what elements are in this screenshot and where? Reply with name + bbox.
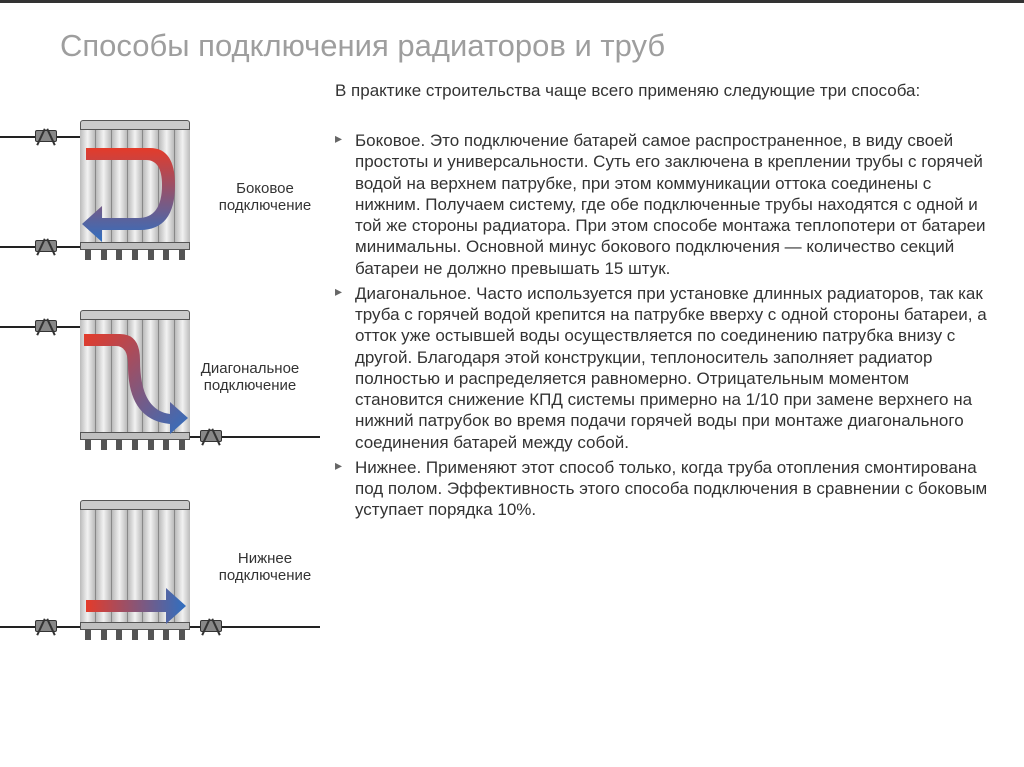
flow-arrow-icon <box>80 500 190 640</box>
list-item: Боковое. Это подключение батарей самое р… <box>355 130 995 279</box>
flow-arrow-icon <box>80 120 190 260</box>
valve-icon <box>200 430 222 442</box>
valve-icon <box>35 130 57 142</box>
diagram-bottom: Нижнее подключение <box>0 488 320 668</box>
diagram-label: Нижнее подключение <box>210 550 320 585</box>
diagram-label: Диагональное подключение <box>190 360 310 395</box>
diagram-diagonal: Диагональное подключение <box>0 298 320 478</box>
flow-arrow-icon <box>80 310 190 450</box>
page-title: Способы подключения радиаторов и труб <box>60 28 665 64</box>
list-item: Диагональное. Часто используется при уст… <box>355 283 995 453</box>
diagrams-column: Боковое подключение <box>0 108 320 678</box>
slide-top-border <box>0 0 1024 3</box>
radiator-icon <box>80 310 190 450</box>
methods-list: Боковое. Это подключение батарей самое р… <box>355 130 995 525</box>
list-item: Нижнее. Применяют этот способ только, ко… <box>355 457 995 521</box>
diagram-label: Боковое подключение <box>210 180 320 215</box>
valve-icon <box>200 620 222 632</box>
intro-paragraph: В практике строительства чаще всего прим… <box>335 80 975 101</box>
radiator-icon <box>80 120 190 260</box>
radiator-icon <box>80 500 190 640</box>
diagram-side: Боковое подключение <box>0 108 320 288</box>
valve-icon <box>35 320 57 332</box>
valve-icon <box>35 240 57 252</box>
valve-icon <box>35 620 57 632</box>
